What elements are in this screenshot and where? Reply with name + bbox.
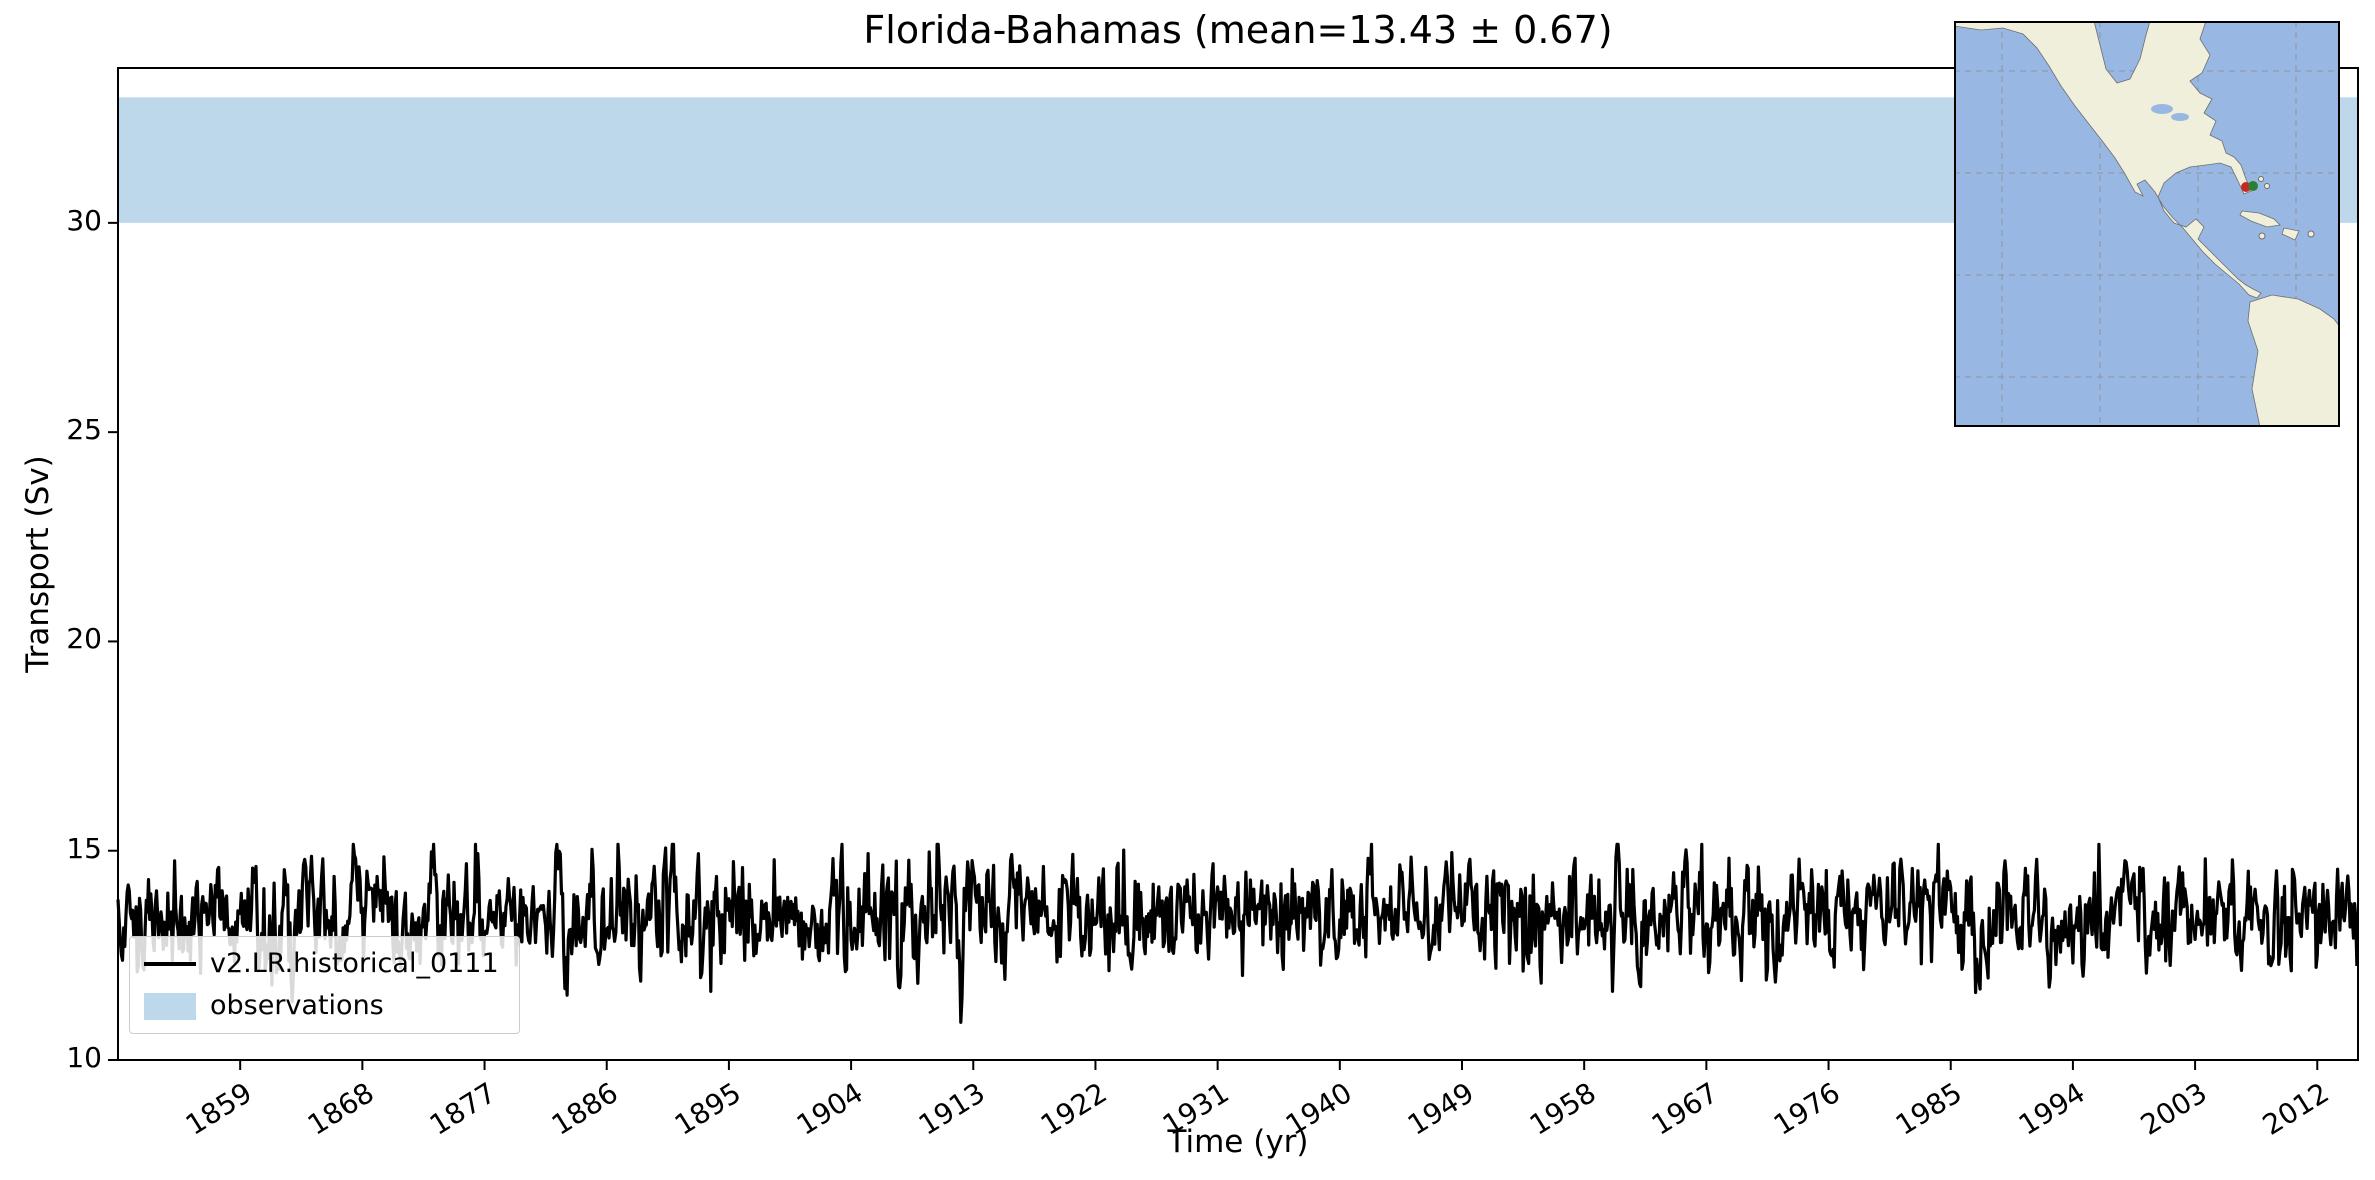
map-land-south-america [2247,294,2340,427]
legend-line-swatch [144,962,196,966]
y-tick-label: 10 [66,1041,102,1074]
map-land-north-america [1954,21,2262,299]
map-land-hispaniola [2281,227,2300,241]
map-great-lake [2171,113,2189,121]
x-axis-label: Time (yr) [1167,1124,1309,1160]
map-land-puerto-rico [2307,230,2315,238]
inset-map [1954,21,2340,427]
y-tick-label: 15 [66,831,102,865]
map-great-lake [2151,104,2173,114]
map-border [1954,21,2340,427]
legend-band-label: observations [210,990,384,1021]
map-marker-green [2248,181,2258,191]
y-tick-label: 30 [66,203,102,237]
map-land-bahamas [2264,183,2270,189]
legend-series-label: v2.LR.historical_0111 [210,948,499,979]
legend-band-swatch [144,992,196,1020]
y-tick-label: 25 [66,413,102,447]
map-land-jamaica [2258,232,2266,240]
map-land-bahamas [2258,176,2264,182]
y-tick-label: 20 [66,622,102,656]
chart-title: Florida-Bahamas (mean=13.43 ± 0.67) [863,8,1613,52]
map-land-cuba [2239,210,2281,228]
legend: v2.LR.historical_0111 observations [129,936,520,1034]
legend-entry-series: v2.LR.historical_0111 [144,949,499,979]
legend-entry-band: observations [144,991,499,1021]
